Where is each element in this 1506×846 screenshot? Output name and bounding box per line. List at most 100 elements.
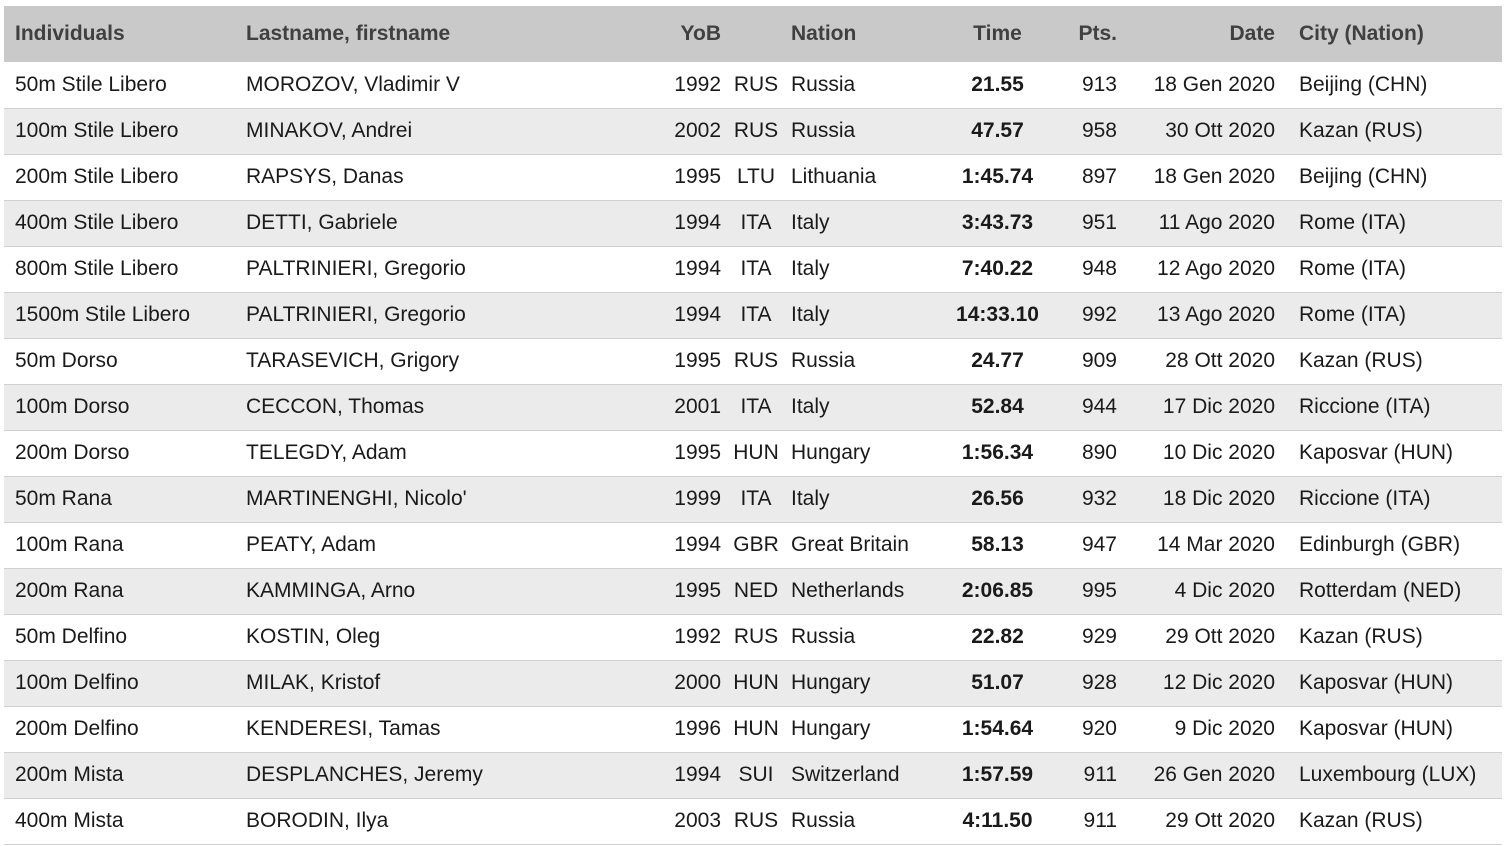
header-nation: Nation xyxy=(791,22,857,45)
year-of-birth-cell: 1994 xyxy=(674,303,721,326)
event-cell: 50m Rana xyxy=(15,487,112,510)
city-cell: Rome (ITA) xyxy=(1299,211,1406,234)
year-of-birth-cell: 1995 xyxy=(674,349,721,372)
header-individuals: Individuals xyxy=(15,22,125,45)
date-cell: 18 Dic 2020 xyxy=(1162,487,1275,510)
points-cell: 947 xyxy=(1081,533,1117,556)
time-cell: 51.07 xyxy=(971,671,1024,694)
athlete-name-cell: DETTI, Gabriele xyxy=(246,211,398,234)
event-cell: 100m Stile Libero xyxy=(15,119,179,142)
date-cell: 17 Dic 2020 xyxy=(1162,395,1275,418)
header-date: Date xyxy=(1229,22,1275,45)
points-cell: 913 xyxy=(1081,72,1117,96)
city-cell: Kazan (RUS) xyxy=(1299,625,1423,648)
city-cell: Kaposvar (HUN) xyxy=(1299,717,1454,740)
city-cell: Edinburgh (GBR) xyxy=(1299,533,1461,556)
date-cell: 14 Mar 2020 xyxy=(1157,533,1275,556)
table-row: 200m Mista DESPLANCHES, Jeremy 1994 SUI Swit… xyxy=(4,752,1502,798)
header-row: Individuals Lastname, firstname YoB Nati… xyxy=(4,6,1502,62)
date-cell: 28 Ott 2020 xyxy=(1165,349,1275,372)
nation-cell: Italy xyxy=(791,303,830,326)
date-cell: 11 Ago 2020 xyxy=(1158,211,1275,234)
event-cell: 400m Mista xyxy=(15,809,124,832)
nation-code-cell: ITA xyxy=(740,303,772,326)
event-cell: 400m Stile Libero xyxy=(15,211,179,234)
nation-code-cell: LTU xyxy=(736,165,776,188)
results-table: Individuals Lastname, firstname YoB Nati… xyxy=(4,6,1502,845)
nation-cell: Russia xyxy=(791,349,856,372)
date-cell: 10 Dic 2020 xyxy=(1162,441,1275,464)
time-cell: 14:33.10 xyxy=(956,303,1039,326)
nation-code-cell: GBR xyxy=(733,533,779,556)
table-row: 50m Delfino KOSTIN, Oleg 1992 RUS Russia 22.8… xyxy=(4,614,1502,660)
city-cell: Riccione (ITA) xyxy=(1299,395,1431,418)
event-cell: 50m Dorso xyxy=(15,349,118,372)
points-cell: 948 xyxy=(1081,257,1117,280)
points-cell: 920 xyxy=(1081,717,1117,740)
nation-cell: Italy xyxy=(791,257,830,280)
nation-cell: Russia xyxy=(791,72,856,96)
time-cell: 26.56 xyxy=(971,487,1024,510)
time-cell: 7:40.22 xyxy=(961,257,1034,280)
points-cell: 992 xyxy=(1081,303,1117,326)
nation-code-cell: ITA xyxy=(740,487,772,510)
athlete-name-cell: PALTRINIERI, Gregorio xyxy=(246,303,466,326)
city-cell: Kazan (RUS) xyxy=(1299,809,1423,832)
nation-code-cell: RUS xyxy=(733,625,779,648)
date-cell: 12 Ago 2020 xyxy=(1157,257,1275,280)
points-cell: 951 xyxy=(1081,211,1117,234)
time-cell: 58.13 xyxy=(971,533,1024,556)
table-row: 50m Stile Libero MOROZOV, Vladimir V 1992 R… xyxy=(4,62,1502,108)
year-of-birth-cell: 1994 xyxy=(674,763,721,786)
points-cell: 911 xyxy=(1083,809,1117,832)
date-cell: 26 Gen 2020 xyxy=(1153,763,1275,786)
city-cell: Beijing (CHN) xyxy=(1299,165,1428,188)
nation-cell: Russia xyxy=(791,625,856,648)
athlete-name-cell: TELEGDY, Adam xyxy=(246,441,407,464)
time-cell: 52.84 xyxy=(971,395,1024,418)
nation-code-cell: HUN xyxy=(733,671,779,694)
year-of-birth-cell: 2003 xyxy=(674,809,721,832)
results-body: 50m Stile Libero MOROZOV, Vladimir V 1992 R… xyxy=(4,62,1502,844)
city-cell: Kazan (RUS) xyxy=(1299,349,1423,372)
event-cell: 200m Stile Libero xyxy=(15,165,179,188)
nation-code-cell: ITA xyxy=(740,395,772,418)
date-cell: 13 Ago 2020 xyxy=(1157,303,1275,326)
header-time: Time xyxy=(973,22,1022,45)
date-cell: 12 Dic 2020 xyxy=(1162,671,1275,694)
date-cell: 30 Ott 2020 xyxy=(1165,119,1275,142)
date-cell: 29 Ott 2020 xyxy=(1165,625,1275,648)
header-yob: YoB xyxy=(680,22,721,45)
year-of-birth-cell: 2001 xyxy=(674,395,721,418)
city-cell: Rome (ITA) xyxy=(1299,257,1406,280)
points-cell: 995 xyxy=(1081,579,1117,602)
athlete-name-cell: KOSTIN, Oleg xyxy=(246,625,381,648)
athlete-name-cell: PEATY, Adam xyxy=(246,533,376,556)
nation-cell: Italy xyxy=(791,487,830,510)
event-cell: 800m Stile Libero xyxy=(15,257,179,280)
points-cell: 928 xyxy=(1081,671,1117,694)
time-cell: 22.82 xyxy=(971,625,1024,648)
time-cell: 47.57 xyxy=(971,119,1024,142)
nation-code-cell: SUI xyxy=(738,763,774,786)
event-cell: 50m Delfino xyxy=(15,625,128,648)
nation-code-cell: ITA xyxy=(740,211,772,234)
athlete-name-cell: KAMMINGA, Arno xyxy=(246,579,416,602)
points-cell: 958 xyxy=(1081,119,1117,142)
points-cell: 909 xyxy=(1081,349,1117,372)
table-row: 50m Dorso TARASEVICH, Grigory 1995 RUS Russi… xyxy=(4,338,1502,384)
athlete-name-cell: KENDERESI, Tamas xyxy=(246,717,441,740)
nation-cell: Netherlands xyxy=(791,579,905,602)
nation-cell: Switzerland xyxy=(791,763,900,786)
city-cell: Kaposvar (HUN) xyxy=(1299,441,1454,464)
nation-code-cell: HUN xyxy=(733,441,779,464)
event-cell: 1500m Stile Libero xyxy=(15,303,191,326)
event-cell: 100m Delfino xyxy=(15,671,139,694)
time-cell: 1:45.74 xyxy=(961,165,1034,188)
year-of-birth-cell: 1992 xyxy=(674,72,721,96)
time-cell: 1:54.64 xyxy=(961,717,1034,740)
nation-cell: Hungary xyxy=(791,671,871,694)
table-row: 200m Rana KAMMINGA, Arno 1995 NED Netherland… xyxy=(4,568,1502,614)
table-row: 100m Dorso CECCON, Thomas 2001 ITA Italy 52.8… xyxy=(4,384,1502,430)
points-cell: 911 xyxy=(1083,763,1117,786)
